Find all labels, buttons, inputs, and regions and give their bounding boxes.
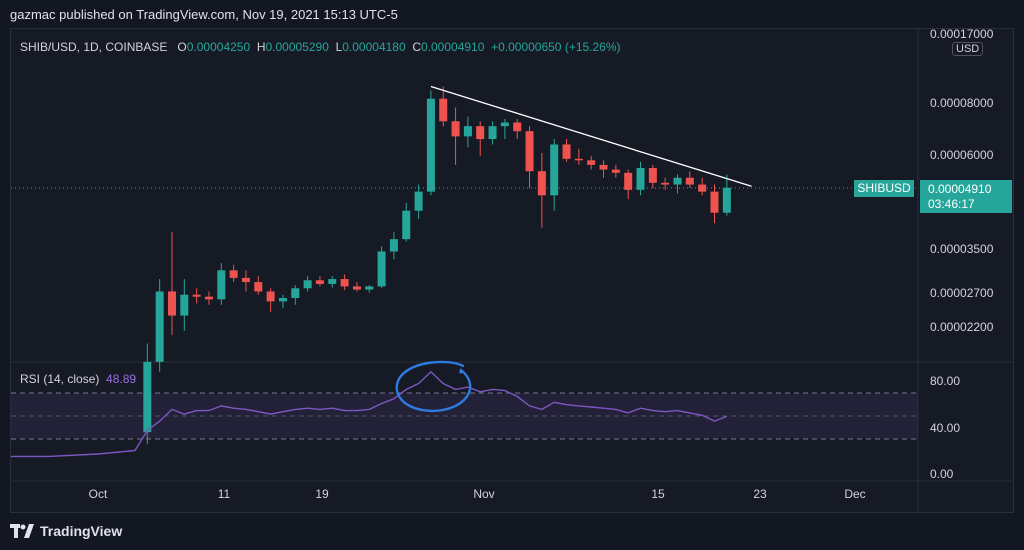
candle-body — [389, 239, 398, 252]
candle-body — [315, 280, 324, 284]
legend-low-label: L — [335, 40, 343, 54]
candle-body — [587, 160, 596, 165]
price-tick: 0.00002700 — [930, 286, 994, 300]
rsi-legend[interactable]: RSI (14, close) 48.89 — [20, 372, 136, 386]
rsi-tick: 80.00 — [930, 374, 961, 388]
candles-layer — [143, 86, 731, 445]
date-tick: 15 — [651, 487, 665, 501]
rsi-tick: 40.00 — [930, 421, 961, 435]
candle-body — [710, 191, 719, 213]
candle-body — [143, 361, 152, 433]
legend-high-label: H — [256, 40, 266, 54]
price-tick: 0.00002200 — [930, 320, 994, 334]
candle-body — [698, 184, 707, 192]
currency-badge[interactable]: USD — [952, 42, 984, 56]
price-tick: 0.00003500 — [930, 242, 994, 256]
rsi-value: 48.89 — [106, 372, 137, 386]
candle-body — [204, 296, 213, 300]
candle-body — [155, 291, 164, 362]
candle-body — [463, 126, 472, 137]
candle-body — [611, 169, 620, 173]
candle-body — [217, 270, 226, 300]
candle-body — [340, 279, 349, 287]
candle-body — [402, 210, 411, 240]
candle-body — [685, 177, 694, 185]
last-price-tag: 0.00004910 03:46:17 — [920, 180, 1012, 213]
candle-body — [241, 277, 250, 283]
candle-body — [661, 182, 670, 185]
candle-body — [254, 282, 263, 292]
price-tick: 0.00017000 — [930, 27, 994, 41]
candle-body — [451, 121, 460, 137]
candle-body — [414, 191, 423, 211]
candle-body — [500, 122, 509, 127]
price-tick: 0.00006000 — [930, 148, 994, 162]
candle-body — [550, 144, 559, 196]
trendline — [430, 85, 752, 187]
chart-panel[interactable] — [10, 28, 1014, 513]
candle-body — [488, 126, 497, 140]
candle-body — [673, 177, 682, 185]
legend-close-label: C — [412, 40, 421, 54]
price-tick: 0.00008000 — [930, 96, 994, 110]
date-tick: 11 — [217, 487, 231, 501]
highlight-circle — [395, 360, 472, 413]
tradingview-logo[interactable]: TradingView — [10, 520, 122, 542]
rsi-label: RSI (14, close) — [20, 372, 100, 386]
date-tick: 19 — [315, 487, 329, 501]
candle-body — [574, 158, 583, 161]
rsi-tick: 0.00 — [930, 467, 954, 481]
legend-low: 0.00004180 — [342, 40, 406, 54]
candle-body — [599, 164, 608, 170]
legend-high: 0.00005290 — [265, 40, 329, 54]
date-tick: 23 — [753, 487, 767, 501]
candle-body — [562, 144, 571, 159]
overlay-layer — [11, 85, 752, 458]
candle-body — [278, 298, 287, 302]
tradingview-logo-icon — [10, 524, 34, 538]
legend-open-label: O — [177, 40, 187, 54]
candle-body — [328, 279, 337, 284]
last-price: 0.00004910 — [928, 182, 992, 196]
candle-body — [180, 294, 189, 316]
highlight-circle-dot — [459, 370, 463, 374]
candle-body — [167, 291, 176, 316]
candle-body — [439, 98, 448, 122]
date-tick: Dec — [844, 487, 866, 501]
candle-body — [303, 280, 312, 289]
rsi-line — [11, 370, 728, 458]
candle-body — [624, 172, 633, 190]
candle-body — [377, 251, 386, 287]
candle-body — [229, 270, 238, 278]
legend-symbol[interactable]: SHIB/USD, 1D, COINBASE — [20, 40, 168, 54]
candle-body — [352, 286, 361, 290]
legend-change: +0.00000650 (+15.26%) — [491, 40, 621, 54]
candle-body — [722, 187, 731, 213]
legend-open: 0.00004250 — [186, 40, 251, 54]
candle-body — [266, 291, 275, 302]
candle-body — [192, 294, 201, 297]
date-tick: Oct — [88, 487, 108, 501]
publication-caption: gazmac published on TradingView.com, Nov… — [10, 7, 398, 22]
candle-body — [537, 171, 546, 196]
bar-countdown: 03:46:17 — [928, 197, 975, 211]
candle-body — [525, 131, 534, 172]
candle-body — [636, 168, 645, 190]
candle-body — [426, 98, 435, 192]
candle-body — [648, 168, 657, 183]
candle-body — [476, 126, 485, 140]
date-tick: Nov — [473, 487, 495, 501]
candle-body — [291, 288, 300, 299]
symbol-price-tag: SHIBUSD — [854, 180, 914, 197]
legend-close: 0.00004910 — [421, 40, 485, 54]
candle-body — [513, 122, 522, 132]
brand-name: TradingView — [40, 523, 123, 539]
candle-body — [365, 286, 374, 290]
symbol-legend: SHIB/USD, 1D, COINBASE O0.00004250 H0.00… — [20, 40, 621, 54]
